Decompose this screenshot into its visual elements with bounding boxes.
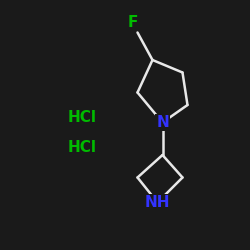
Text: HCl: HCl <box>68 140 97 155</box>
Text: NH: NH <box>145 195 170 210</box>
Text: HCl: HCl <box>68 110 97 125</box>
Text: F: F <box>127 15 138 30</box>
Text: N: N <box>156 115 169 130</box>
